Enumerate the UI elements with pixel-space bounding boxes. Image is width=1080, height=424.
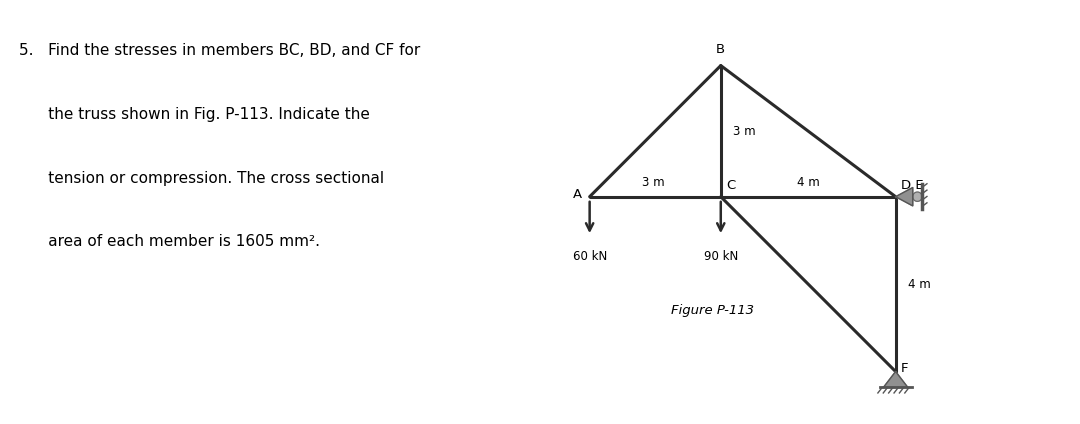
Text: 90 kN: 90 kN xyxy=(704,251,738,263)
Text: area of each member is 1605 mm².: area of each member is 1605 mm². xyxy=(19,234,320,249)
Polygon shape xyxy=(883,371,908,388)
Text: 3 m: 3 m xyxy=(733,125,756,138)
Text: the truss shown in Fig. P-113. Indicate the: the truss shown in Fig. P-113. Indicate … xyxy=(19,107,369,122)
Text: 4 m: 4 m xyxy=(797,176,820,189)
Text: 4 m: 4 m xyxy=(908,278,931,290)
Text: Figure P-113: Figure P-113 xyxy=(671,304,754,317)
Text: 60 kN: 60 kN xyxy=(572,251,607,263)
Text: 3 m: 3 m xyxy=(642,176,664,189)
Text: F: F xyxy=(901,362,908,374)
Text: B: B xyxy=(716,43,726,56)
Polygon shape xyxy=(913,192,922,201)
Text: 5.   Find the stresses in members BC, BD, and CF for: 5. Find the stresses in members BC, BD, … xyxy=(19,43,420,59)
Polygon shape xyxy=(895,187,913,206)
Text: C: C xyxy=(726,179,735,192)
Text: tension or compression. The cross sectional: tension or compression. The cross sectio… xyxy=(19,170,384,186)
Text: D E: D E xyxy=(901,179,923,192)
Text: A: A xyxy=(572,188,582,201)
